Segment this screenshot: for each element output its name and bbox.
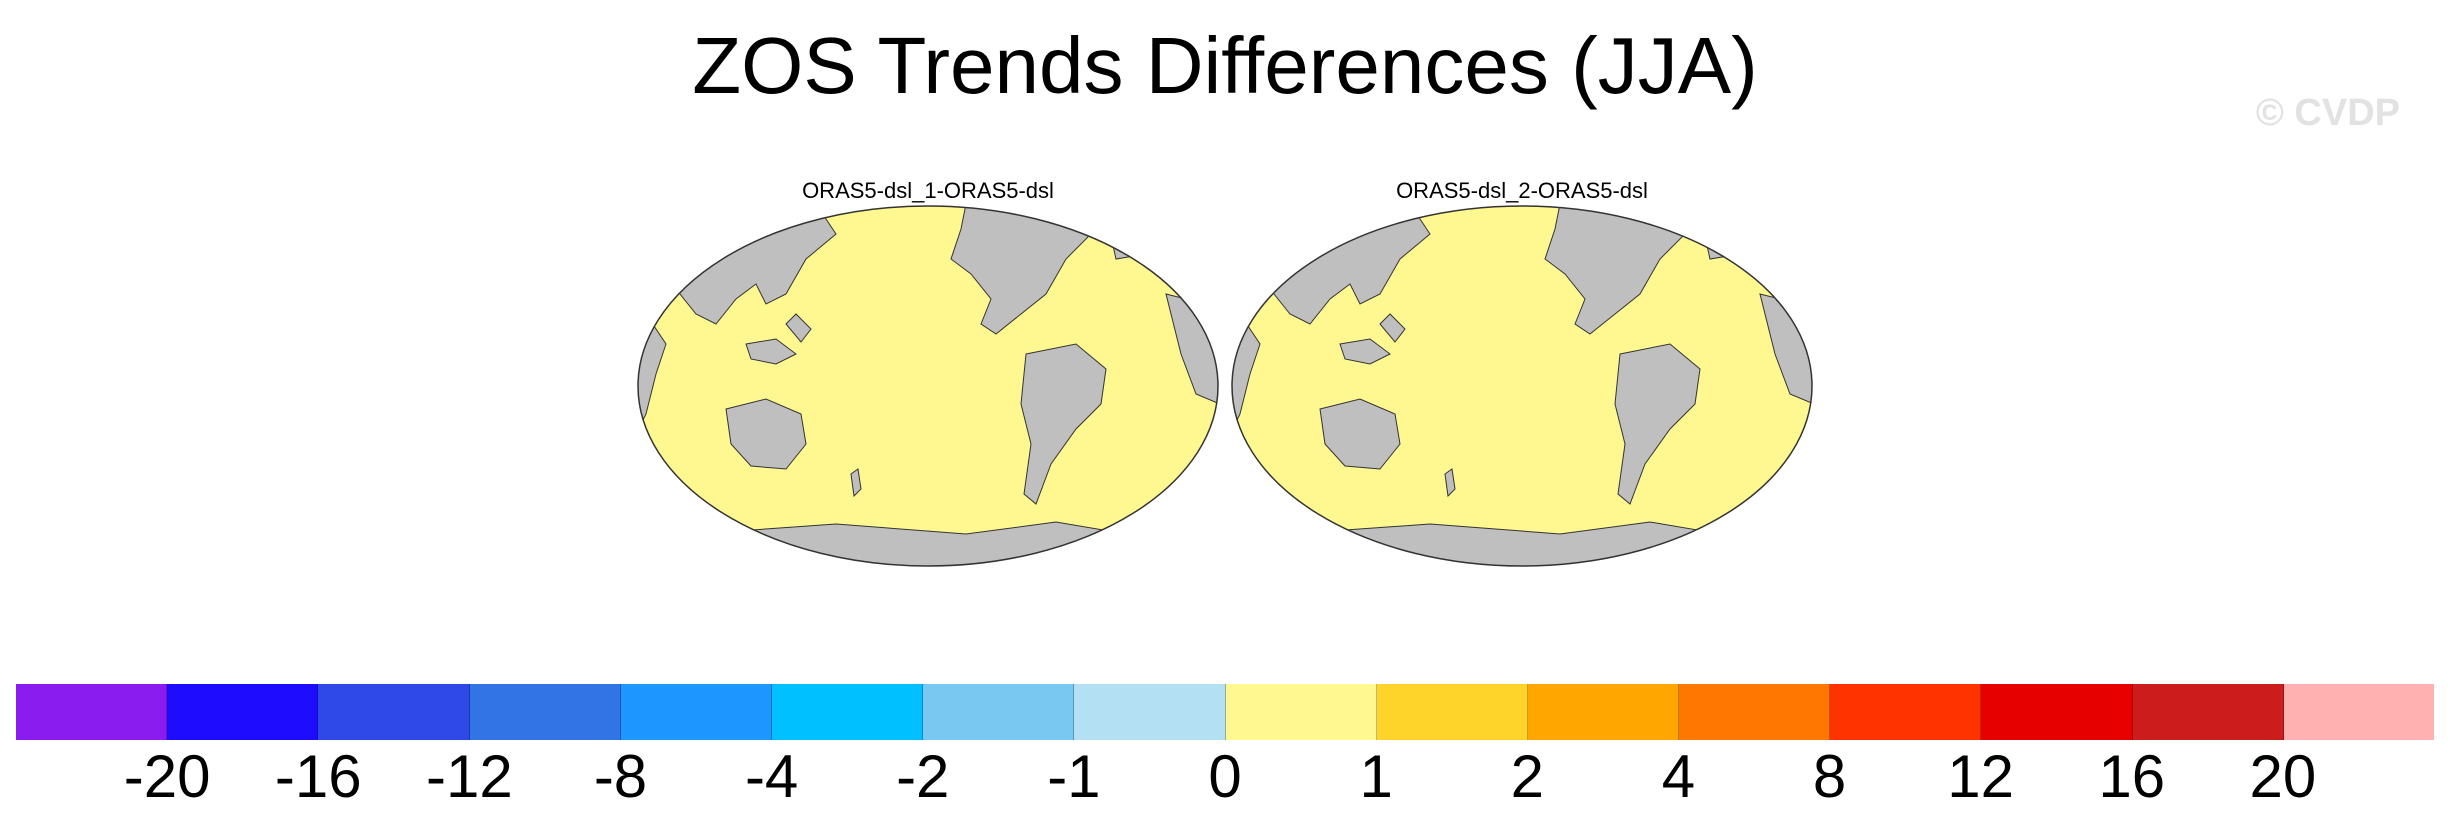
panel-2-title: ORAS5-dsl_2-ORAS5-dsl	[1396, 178, 1648, 203]
colorbar-tick-label: -4	[744, 743, 799, 810]
colorbar-box-1	[167, 684, 319, 740]
colorbar-tick-label: 4	[1661, 743, 1696, 810]
colorbar-box-0	[16, 684, 168, 740]
colorbar-box-12	[1830, 684, 1982, 740]
colorbar-box-3	[469, 684, 621, 740]
colorbar-tick-label: -20	[123, 743, 211, 810]
map-border	[637, 205, 1219, 567]
map-border	[1231, 205, 1813, 567]
colorbar-box-11	[1679, 684, 1831, 740]
colorbar-tick-label: 20	[2249, 743, 2317, 810]
colorbar-box-8	[1225, 684, 1377, 740]
panel-2-map	[1231, 205, 1813, 567]
colorbar-tick-label: 16	[2098, 743, 2166, 810]
colorbar-box-7	[1074, 684, 1226, 740]
panel-1-title: ORAS5-dsl_1-ORAS5-dsl	[802, 178, 1054, 203]
colorbar-tick-label: -16	[274, 743, 362, 810]
colorbar-box-5	[771, 684, 924, 740]
cvdp-watermark: © CVDP	[2255, 92, 2400, 134]
colorbar-tick-label: -8	[593, 743, 648, 810]
colorbar-tick-label: 8	[1812, 743, 1847, 810]
colorbar-box-14	[2132, 684, 2284, 740]
colorbar-box-15	[2283, 684, 2434, 740]
figure-title: ZOS Trends Differences (JJA)	[692, 21, 1758, 110]
colorbar-box-13	[1981, 684, 2133, 740]
colorbar-tick-label: 1	[1359, 743, 1393, 810]
colorbar-tick-label: 12	[1947, 743, 2014, 810]
colorbar-box-6	[923, 684, 1075, 740]
colorbar-labels: -20 -16 -12 -8 -4 -2 -1 0 1 2 4 8 12 16 20	[0, 742, 2450, 822]
panel-1-map	[637, 205, 1219, 567]
colorbar-tick-label: -2	[896, 743, 950, 810]
colorbar-box-10	[1527, 684, 1680, 740]
colorbar	[16, 684, 2434, 740]
colorbar-tick-label: -1	[1047, 743, 1101, 810]
colorbar-tick-label: -12	[426, 743, 513, 810]
colorbar-tick-label: 0	[1208, 743, 1242, 810]
colorbar-tick-label: 2	[1510, 743, 1544, 810]
colorbar-box-4	[620, 684, 772, 740]
colorbar-box-9	[1376, 684, 1528, 740]
colorbar-box-2	[318, 684, 470, 740]
